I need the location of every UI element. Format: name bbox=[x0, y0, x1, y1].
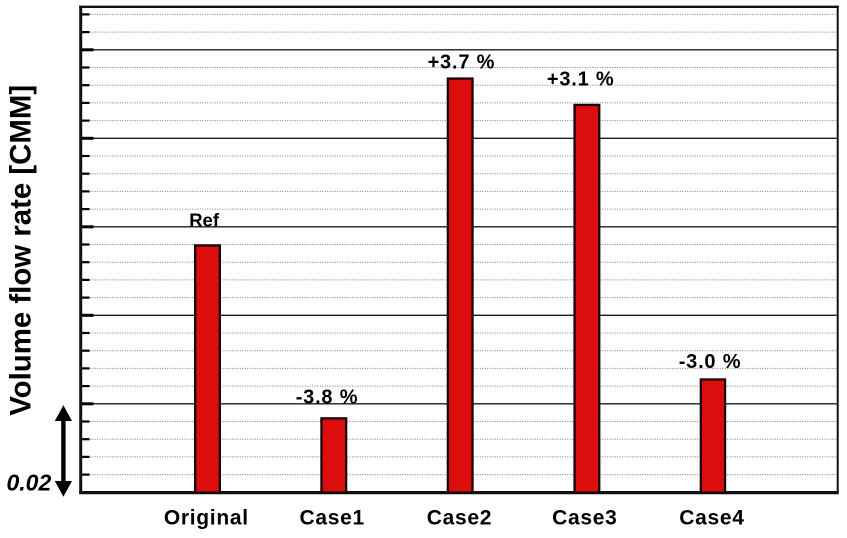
svg-text:0.02: 0.02 bbox=[7, 469, 52, 495]
svg-text:Case3: Case3 bbox=[552, 506, 617, 529]
svg-text:+3.7 %: +3.7 % bbox=[428, 51, 496, 73]
svg-text:Case2: Case2 bbox=[427, 506, 492, 529]
svg-text:-3.8 %: -3.8 % bbox=[296, 387, 359, 409]
svg-text:Original: Original bbox=[164, 506, 249, 529]
svg-text:Ref: Ref bbox=[189, 209, 220, 230]
svg-text:Case4: Case4 bbox=[679, 506, 744, 529]
svg-text:Case1: Case1 bbox=[300, 506, 365, 529]
svg-text:-3.0 %: -3.0 % bbox=[679, 351, 742, 373]
svg-text:Volume flow rate [CMM]: Volume flow rate [CMM] bbox=[5, 85, 38, 416]
svg-text:+3.1 %: +3.1 % bbox=[547, 69, 615, 91]
